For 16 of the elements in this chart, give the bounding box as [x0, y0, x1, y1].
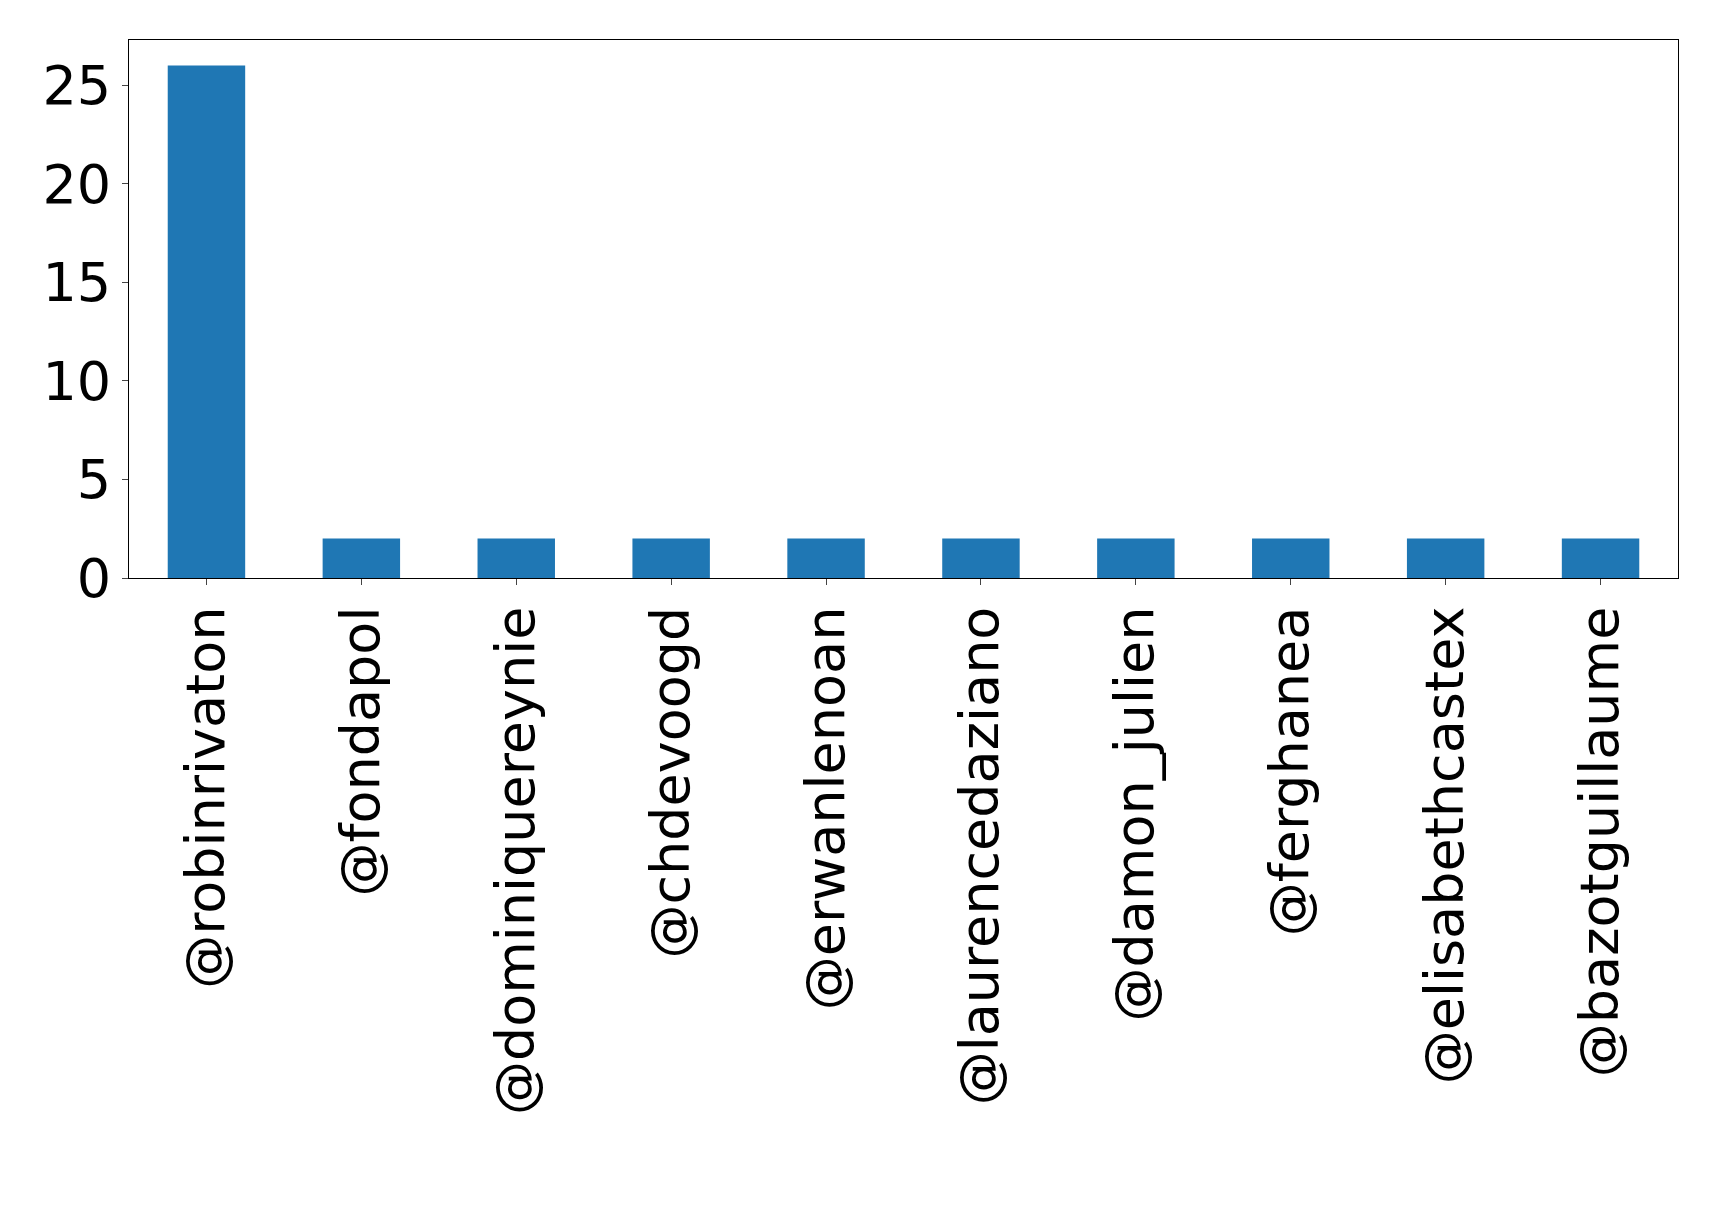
- x-tick-label: @erwanlenoan: [793, 606, 857, 1011]
- y-tick-label: 25: [42, 54, 112, 118]
- x-tick-label: @chdevoogd: [638, 606, 702, 959]
- x-tick-label: @dominiquereynie: [483, 606, 547, 1116]
- y-tick-label: 15: [42, 251, 112, 315]
- y-tick-label: 20: [42, 152, 112, 216]
- x-tick-label: @laurencedaziano: [948, 606, 1012, 1106]
- x-tick-label: @ferghanea: [1258, 606, 1322, 937]
- x-tick-label: @robinrivaton: [174, 606, 237, 989]
- x-tick-label: @bazotguillaume: [1568, 606, 1632, 1078]
- y-tick-label: 0: [76, 546, 112, 610]
- x-tick-label: @damon_julien: [1103, 606, 1167, 1022]
- y-tick-label: 5: [76, 448, 112, 512]
- y-tick-label: 10: [42, 349, 112, 413]
- x-tick-label: @fondapol: [328, 606, 392, 897]
- x-tick-label: @elisabethcastex: [1413, 606, 1477, 1085]
